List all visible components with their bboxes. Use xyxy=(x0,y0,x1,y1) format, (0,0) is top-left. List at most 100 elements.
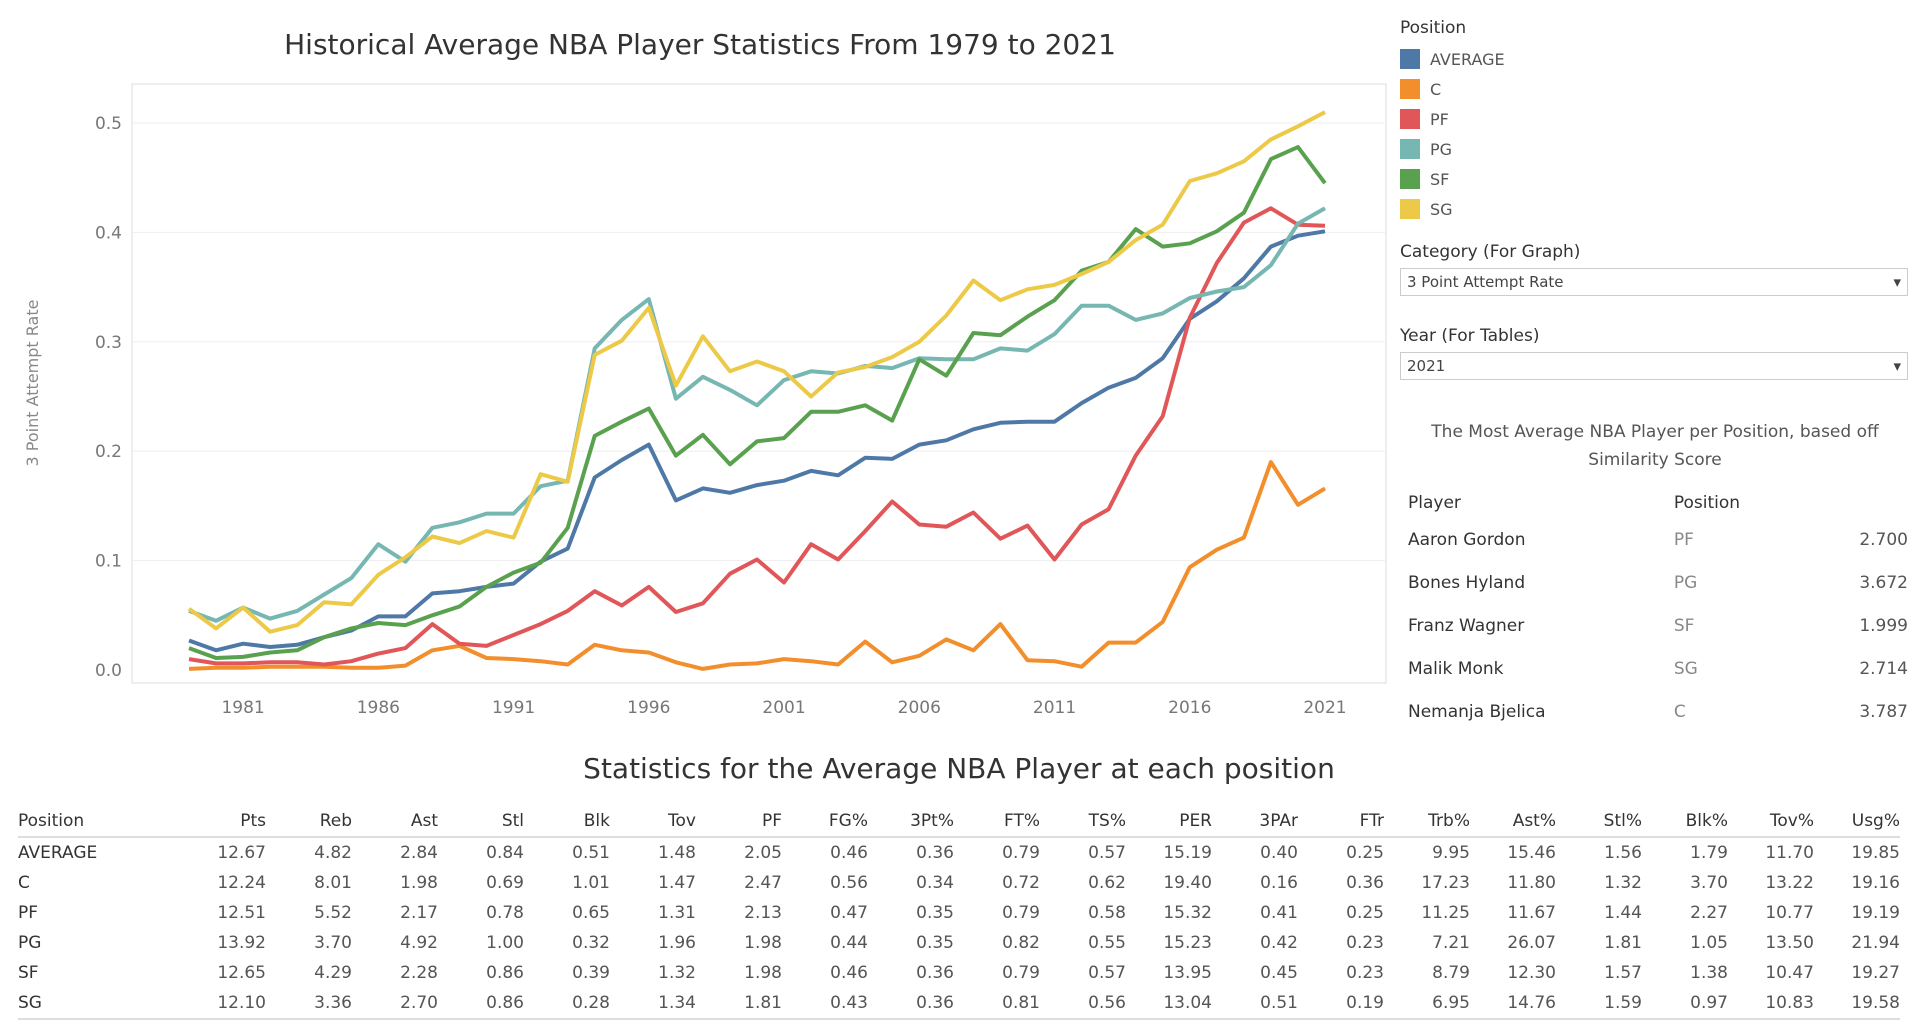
table-cell: 11.80 xyxy=(1507,873,1556,893)
column-header: Blk% xyxy=(1642,806,1728,838)
table-cell: 1.44 xyxy=(1604,903,1642,923)
table-cell: 5.52 xyxy=(314,903,352,923)
row-position: SF xyxy=(18,963,39,983)
series-line-sg[interactable] xyxy=(187,110,1326,634)
player-row: Malik Monk SG 2.714 xyxy=(1408,647,1908,690)
table-cell: 0.56 xyxy=(1040,988,1126,1020)
similarity-score: 3.787 xyxy=(1859,701,1908,722)
player-row: Nemanja Bjelica C 3.787 xyxy=(1408,690,1908,733)
table-cell: 3.70 xyxy=(1690,873,1728,893)
table-cell: 13.22 xyxy=(1765,873,1814,893)
table-cell: 11.25 xyxy=(1421,903,1470,923)
legend-swatch xyxy=(1400,109,1420,129)
legend-label: PG xyxy=(1430,139,1453,159)
table-row: SF 12.65 4.29 2.28 0.86 0.39 1.32 1.98 0.46 0.36 0… xyxy=(18,958,1900,988)
x-tick-label: 1986 xyxy=(357,698,400,718)
table-cell: 1.56 xyxy=(1604,843,1642,863)
column-header: Stl xyxy=(438,806,524,838)
x-tick-label: 2021 xyxy=(1303,698,1346,718)
legend-label: SF xyxy=(1430,169,1450,189)
table-cell: 2.17 xyxy=(400,903,438,923)
player-name: Franz Wagner xyxy=(1408,615,1525,636)
table-cell: 2.28 xyxy=(400,963,438,983)
category-dropdown[interactable]: 3 Point Attempt Rate ▾ xyxy=(1400,268,1908,296)
table-cell: 4.29 xyxy=(314,963,352,983)
legend-swatch xyxy=(1400,49,1420,69)
similar-players-table: Player Position Aaron Gordon PF 2.700 Bones … xyxy=(1408,488,1908,733)
table-cell: 1.98 xyxy=(744,933,782,953)
y-axis-label: 3 Point Attempt Rate xyxy=(23,300,42,467)
table-cell: 1.59 xyxy=(1556,988,1642,1020)
table-cell: 12.24 xyxy=(217,873,266,893)
table-cell: 10.77 xyxy=(1765,903,1814,923)
player-position: SF xyxy=(1673,615,1695,636)
table-cell: 0.72 xyxy=(1002,873,1040,893)
row-position: AVERAGE xyxy=(18,843,98,863)
table-cell: 0.41 xyxy=(1260,903,1298,923)
y-tick-label: 0.3 xyxy=(95,333,122,353)
column-header: Stl% xyxy=(1556,806,1642,838)
table-cell: 0.25 xyxy=(1346,903,1384,923)
table-cell: 0.57 xyxy=(1088,843,1126,863)
legend-title: Position xyxy=(1400,18,1467,38)
table-cell: 6.95 xyxy=(1384,988,1470,1020)
table-cell: 10.47 xyxy=(1765,963,1814,983)
legend-swatch xyxy=(1400,169,1420,189)
table-cell: 12.67 xyxy=(217,843,266,863)
table-cell: 19.40 xyxy=(1163,873,1212,893)
legend-item[interactable]: PG xyxy=(1400,134,1505,164)
legend-label: C xyxy=(1430,79,1442,99)
stats-table: Position Pts Reb Ast Stl Blk Tov PF FG% 3Pt% FT% TS… xyxy=(18,806,1900,1020)
table-cell: 0.35 xyxy=(916,903,954,923)
table-cell: 0.19 xyxy=(1298,988,1384,1020)
row-position: SG xyxy=(18,988,180,1020)
table-cell: 1.32 xyxy=(1604,873,1642,893)
player-name: Nemanja Bjelica xyxy=(1408,701,1546,722)
row-position: PF xyxy=(18,903,39,923)
table-cell: 17.23 xyxy=(1421,873,1470,893)
table-cell: 8.79 xyxy=(1432,963,1470,983)
table-cell: 19.27 xyxy=(1851,963,1900,983)
table-cell: 0.69 xyxy=(486,873,524,893)
table-cell: 14.76 xyxy=(1470,988,1556,1020)
table-cell: 1.38 xyxy=(1690,963,1728,983)
year-dropdown[interactable]: 2021 ▾ xyxy=(1400,352,1908,380)
table-cell: 1.57 xyxy=(1604,963,1642,983)
series-line-c[interactable] xyxy=(188,460,1327,671)
legend-item[interactable]: AVERAGE xyxy=(1400,44,1505,74)
table-cell: 0.25 xyxy=(1346,843,1384,863)
legend-item[interactable]: SF xyxy=(1400,164,1505,194)
table-cell: 0.51 xyxy=(1212,988,1298,1020)
player-position: PG xyxy=(1673,572,1698,593)
series-line-pf[interactable] xyxy=(188,206,1326,667)
legend-item[interactable]: PF xyxy=(1400,104,1505,134)
player-name: Malik Monk xyxy=(1408,658,1504,679)
table-cell: 1.47 xyxy=(658,873,696,893)
table-cell: 15.46 xyxy=(1507,843,1556,863)
series-line-pg[interactable] xyxy=(188,206,1326,623)
stats-table-title: Statistics for the Average NBA Player at… xyxy=(583,752,1335,785)
legend-item[interactable]: SG xyxy=(1400,194,1505,224)
legend-item[interactable]: C xyxy=(1400,74,1505,104)
x-tick-label: 2001 xyxy=(762,698,805,718)
x-tick-label: 1981 xyxy=(221,698,264,718)
table-cell: 1.01 xyxy=(572,873,610,893)
x-tick-label: 1991 xyxy=(492,698,535,718)
table-cell: 1.98 xyxy=(744,963,782,983)
header-player: Player xyxy=(1408,493,1461,513)
line-chart: 0.0 0.1 0.2 0.3 0.4 0.5 1981 1986 1991 1996 2001 20… xyxy=(23,83,1387,718)
legend-swatch xyxy=(1400,199,1420,219)
column-header: Pts xyxy=(180,806,266,838)
similarity-note: The Most Average NBA Player per Position… xyxy=(1431,422,1879,470)
series-line-sf[interactable] xyxy=(188,145,1327,660)
table-cell: 0.34 xyxy=(916,873,954,893)
column-header: Tov xyxy=(610,806,696,838)
similarity-score: 1.999 xyxy=(1859,615,1908,636)
table-row: SG 12.10 3.36 2.70 0.86 0.28 1.34 1.81 0.43 0.36 0… xyxy=(18,988,1900,1020)
table-cell: 9.95 xyxy=(1432,843,1470,863)
series-line-average[interactable] xyxy=(188,229,1326,653)
similarity-score: 2.700 xyxy=(1859,529,1908,550)
column-header: TS% xyxy=(1040,806,1126,838)
category-filter: Category (For Graph) 3 Point Attempt Rat… xyxy=(1400,242,1908,296)
player-row: Franz Wagner SF 1.999 xyxy=(1408,604,1908,647)
